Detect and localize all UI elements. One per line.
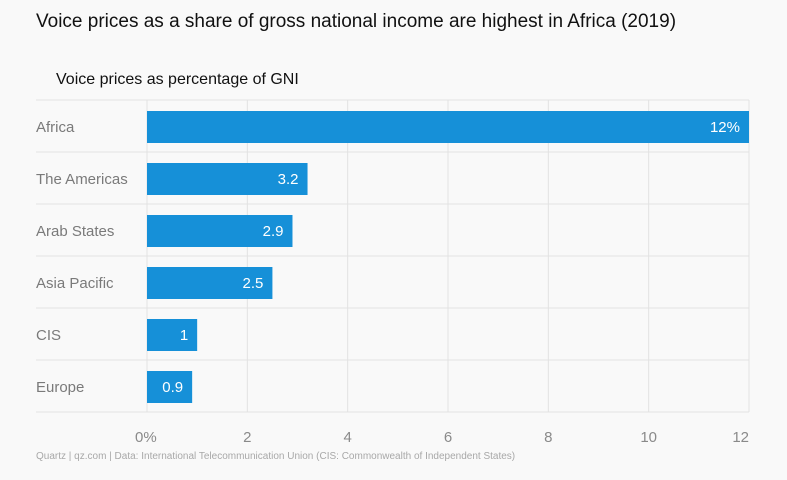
category-label: Europe [36,379,84,396]
x-tick-label: 2 [243,429,251,446]
x-tick-label: 4 [343,429,351,446]
bar [147,163,308,195]
x-tick-label: 12 [732,429,749,446]
bar-value-label: 2.9 [263,223,284,240]
source-credit: Quartz | qz.com | Data: International Te… [36,451,516,462]
category-label: Africa [36,119,75,136]
bar-value-label: 3.2 [278,171,299,188]
bar-value-label: 12% [710,119,740,136]
x-tick-label: 0% [135,429,157,446]
chart-title: Voice prices as a share of gross nationa… [36,11,677,32]
category-label: Arab States [36,223,114,240]
x-tick-label: 8 [544,429,552,446]
x-tick-label: 6 [444,429,452,446]
category-label: Asia Pacific [36,275,114,292]
bar [147,215,293,247]
category-label: The Americas [36,171,128,188]
x-tick-label: 10 [640,429,657,446]
chart-subtitle: Voice prices as percentage of GNI [56,71,299,88]
bar-value-label: 2.5 [243,275,264,292]
bar-value-label: 1 [180,327,188,344]
category-label: CIS [36,327,61,344]
bar [147,319,198,351]
bar [147,267,273,299]
bar [147,111,749,143]
bar-value-label: 0.9 [162,379,183,396]
bar [147,371,193,403]
